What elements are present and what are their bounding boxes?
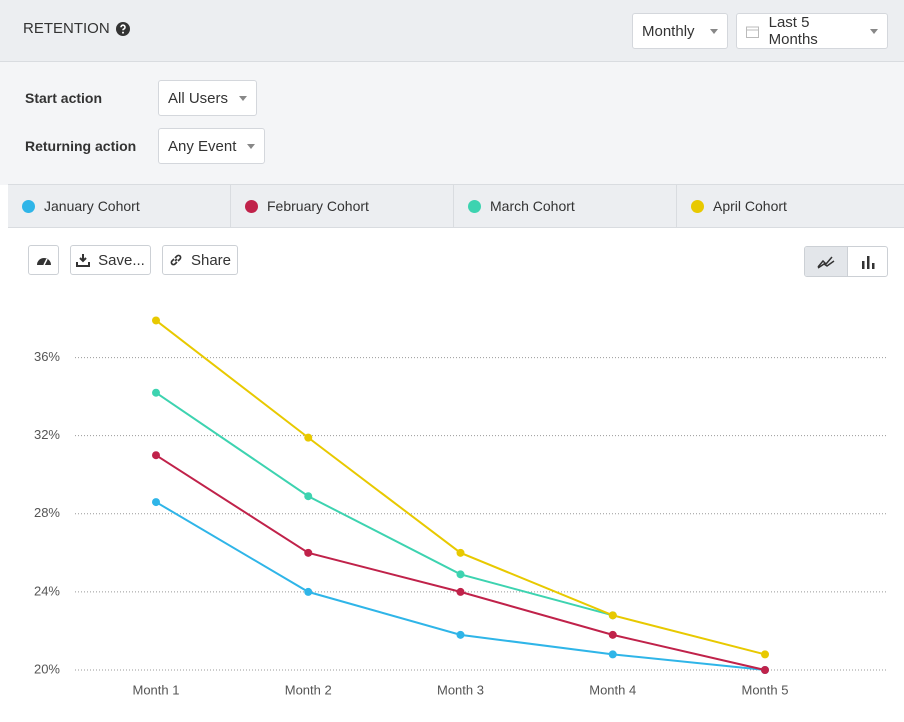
share-text: Share [190, 251, 232, 269]
data-point [456, 587, 465, 596]
legend-label: March Cohort [490, 198, 575, 214]
returning-dropdown[interactable]: Any Event [158, 128, 265, 164]
legend-label: February Cohort [267, 198, 369, 214]
bar-icon [861, 255, 874, 269]
y-tick-label: 24% [34, 583, 60, 598]
data-point [304, 492, 313, 501]
chart: 20% 24% 28% 32% 36% Month 1 Month 2 Month 3 Mont… [34, 316, 887, 697]
legend-item[interactable]: February Cohort [231, 185, 454, 227]
legend-item[interactable]: March Cohort [454, 185, 677, 227]
dashboard-button[interactable] [28, 245, 59, 275]
legend-item[interactable]: January Cohort [8, 185, 231, 227]
legend-swatch [691, 199, 704, 213]
title: RETENTION [23, 20, 110, 37]
y-tick-label: 20% [34, 661, 60, 676]
y-tick-label: 36% [34, 349, 60, 364]
legend-label: April Cohort [713, 198, 787, 214]
save-icon [76, 254, 91, 267]
start-label: Start action [25, 90, 103, 106]
data-point [608, 611, 617, 620]
data-point [456, 548, 465, 557]
x-tick-label: Month 2 [285, 682, 332, 697]
interval-dropdown[interactable]: Monthly [632, 13, 728, 49]
returning-label: Returning action [25, 138, 137, 154]
range: Last 5 Months [768, 14, 818, 48]
calendar-icon [746, 26, 759, 38]
legend-item[interactable]: April Cohort [677, 185, 900, 227]
title-wrap: RETENTION [23, 20, 130, 37]
legend [8, 184, 904, 228]
data-point [304, 587, 313, 596]
range-dropdown[interactable]: Last 5 Months [736, 13, 888, 49]
view-toggle [804, 246, 888, 277]
data-point [152, 451, 160, 460]
line-icon [817, 256, 835, 269]
data-point [608, 650, 617, 659]
series-line [155, 501, 766, 671]
y-tick-label: 32% [34, 427, 60, 442]
data-point [152, 498, 160, 507]
data-point [761, 666, 769, 674]
data-point [761, 650, 769, 659]
data-point [456, 570, 465, 579]
series-line [155, 319, 766, 656]
start-dropdown[interactable]: All Users [158, 80, 257, 116]
data-point [304, 433, 313, 442]
bar-view-button[interactable] [848, 247, 887, 276]
series-line [155, 391, 614, 617]
data-point [152, 388, 160, 397]
save-button[interactable]: Save... [70, 245, 151, 275]
legend-label: January Cohort [44, 198, 140, 214]
filters [0, 62, 904, 185]
dashboard-icon [36, 258, 51, 266]
line-view-button[interactable] [805, 247, 848, 276]
data-point [456, 630, 465, 639]
data-point [304, 548, 313, 557]
legend-swatch [245, 199, 258, 213]
interval: Monthly [642, 22, 695, 40]
x-tick-label: Month 3 [437, 682, 484, 697]
data-point [152, 316, 160, 325]
x-tick-label: Month 1 [133, 682, 180, 697]
y-tick-label: 28% [34, 505, 60, 520]
legend-swatch [468, 199, 481, 213]
save-text: Save... [98, 251, 145, 269]
legend-swatch [22, 199, 35, 213]
link-icon [170, 254, 182, 266]
returning-value: Any Event [168, 137, 237, 155]
share-button[interactable]: Share [162, 245, 238, 275]
start-value: All Users [168, 89, 229, 107]
data-point [608, 630, 617, 639]
x-tick-label: Month 4 [589, 682, 636, 697]
help-icon[interactable] [115, 21, 130, 36]
x-tick-label: Month 5 [742, 682, 789, 697]
